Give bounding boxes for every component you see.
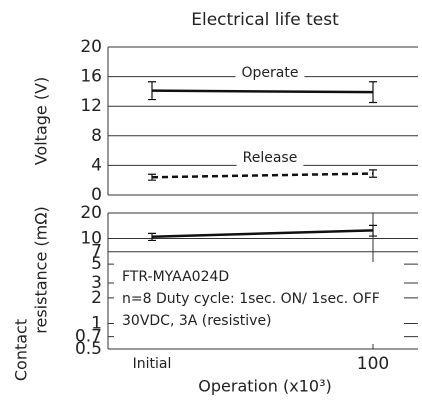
y-tick-label: 0.7 — [75, 327, 102, 347]
error-bar — [369, 224, 377, 237]
error-bar — [148, 232, 156, 242]
label-bg — [235, 65, 305, 81]
error-bar — [148, 173, 156, 181]
y-tick-label: 20 — [80, 37, 102, 57]
series-line — [151, 172, 374, 179]
y-tick-label: 3 — [91, 273, 102, 293]
y-tick-label: 1 — [91, 313, 102, 333]
y-tick-label: 20 — [80, 203, 102, 223]
y-tick-label: 2 — [91, 288, 102, 308]
note-box — [114, 262, 404, 344]
x-tick-label: Initial — [133, 356, 172, 372]
y-tick-label: 4 — [91, 155, 102, 175]
series-label: Operate — [242, 65, 299, 81]
series-label: Release — [243, 150, 298, 166]
x-tick-label: 100 — [357, 354, 389, 374]
y-axis-label: Contact — [12, 319, 31, 381]
error-bar — [148, 81, 156, 101]
y-tick-label: 10 — [80, 229, 102, 249]
note: FTR-MYAA024D — [122, 269, 229, 285]
note: 30VDC, 3A (resistive) — [122, 313, 272, 329]
y-tick-label: 5 — [91, 254, 102, 274]
y-tick-label: 0 — [91, 185, 102, 205]
series-line — [151, 229, 374, 239]
y-tick-label: 12 — [80, 96, 102, 116]
error-bar — [369, 169, 377, 178]
y-axis-label: Voltage (V) — [32, 77, 51, 166]
note: n=8 Duty cycle: 1sec. ON/ 1sec. OFF — [122, 291, 380, 307]
y-axis-label: resistance (mΩ) — [32, 206, 51, 333]
y-tick-label: 7 — [91, 242, 102, 262]
y-tick-label: 16 — [80, 67, 102, 87]
y-tick-label: 8 — [91, 126, 102, 146]
chart-title: Electrical life test — [191, 10, 339, 30]
y-tick-label: 0.5 — [75, 339, 102, 359]
error-bar — [369, 81, 377, 104]
x-axis-label: Operation (x10³) — [198, 377, 331, 396]
series-line — [151, 89, 374, 94]
label-bg — [236, 150, 304, 166]
